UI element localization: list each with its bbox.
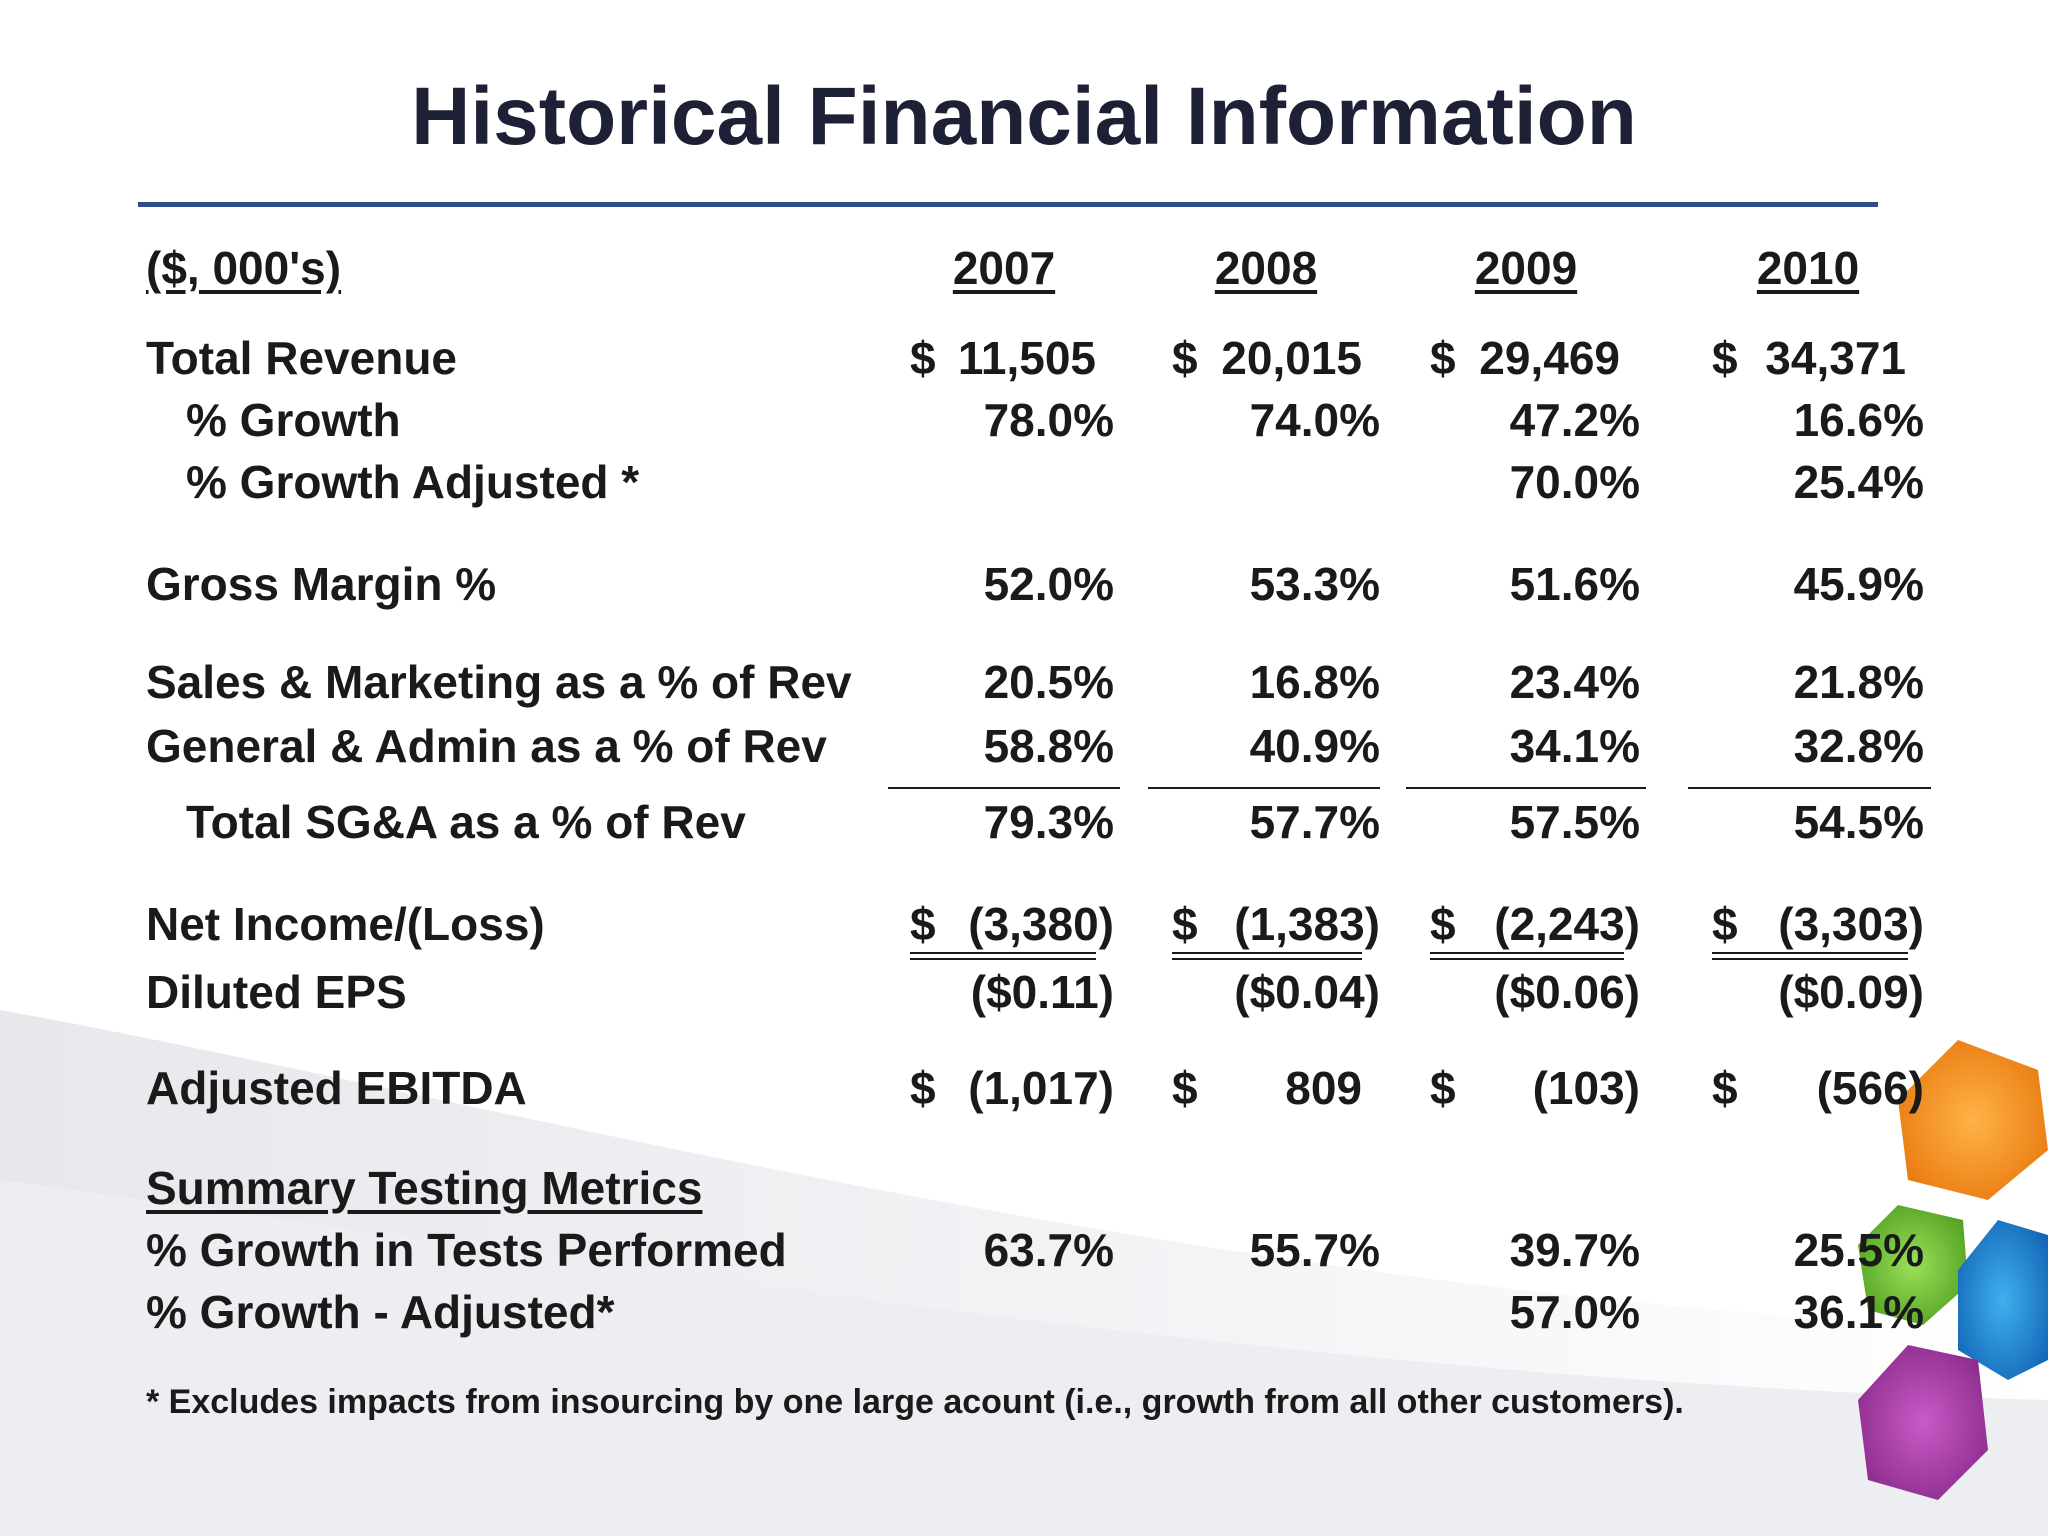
gross-margin-2008: 53.3%	[1249, 558, 1380, 610]
adjusted-ebitda-2008: 809	[1285, 1062, 1362, 1114]
dollar-sign: $	[910, 332, 936, 384]
summary-heading: Summary Testing Metrics	[146, 1162, 703, 1214]
dollar-sign: $	[910, 1062, 936, 1114]
tests-growth-2010: 25.5%	[1793, 1224, 1924, 1276]
total-sga-2010: 54.5%	[1793, 796, 1924, 848]
subtotal-rule-2009	[1406, 787, 1646, 789]
sales-marketing-2010: 21.8%	[1793, 656, 1924, 708]
double-underline-2009	[1430, 952, 1624, 954]
total-revenue-2010: 34,371	[1765, 332, 1906, 384]
year-header-2007: 2007	[952, 242, 1056, 294]
title-divider	[138, 202, 1878, 207]
growth-2007: 78.0%	[983, 394, 1114, 446]
total-sga-2009: 57.5%	[1509, 796, 1640, 848]
year-header-2010: 2010	[1756, 242, 1860, 294]
net-income-2010: (3,303)	[1778, 898, 1924, 950]
gross-margin-2010: 45.9%	[1793, 558, 1924, 610]
total-revenue-2008: 20,015	[1221, 332, 1362, 384]
sales-marketing-2007: 20.5%	[983, 656, 1114, 708]
gross-margin-label: Gross Margin %	[146, 558, 497, 610]
growth-adjusted-2010: 25.4%	[1793, 456, 1924, 508]
general-admin-2009: 34.1%	[1509, 720, 1640, 772]
diluted-eps-2008: ($0.04)	[1234, 966, 1380, 1018]
growth-2008: 74.0%	[1249, 394, 1380, 446]
subtotal-rule-2010	[1688, 787, 1931, 789]
net-income-2007: (3,380)	[968, 898, 1114, 950]
general-admin-label: General & Admin as a % of Rev	[146, 720, 827, 772]
dollar-sign: $	[1172, 898, 1198, 950]
diluted-eps-2009: ($0.06)	[1494, 966, 1640, 1018]
growth-label: % Growth	[186, 394, 401, 446]
tests-growth-adjusted-label: % Growth - Adjusted*	[146, 1286, 615, 1338]
double-underline-2010	[1712, 952, 1908, 954]
tests-growth-2007: 63.7%	[983, 1224, 1114, 1276]
subtotal-rule-2007	[888, 787, 1120, 789]
dollar-sign: $	[1172, 332, 1198, 384]
double-underline-2009	[1430, 958, 1624, 960]
double-underline-2007	[910, 952, 1096, 954]
diluted-eps-2007: ($0.11)	[970, 966, 1114, 1018]
sales-marketing-label: Sales & Marketing as a % of Rev	[146, 656, 852, 708]
decorative-hexagons	[1858, 1040, 2048, 1500]
total-revenue-label: Total Revenue	[146, 332, 457, 384]
dollar-sign: $	[1430, 1062, 1456, 1114]
general-admin-2008: 40.9%	[1249, 720, 1380, 772]
tests-growth-adjusted-2010: 36.1%	[1793, 1286, 1924, 1338]
year-header-2009: 2009	[1474, 242, 1578, 294]
total-sga-label: Total SG&A as a % of Rev	[186, 796, 746, 848]
adjusted-ebitda-2007: (1,017)	[968, 1062, 1114, 1114]
diluted-eps-2010: ($0.09)	[1778, 966, 1924, 1018]
growth-2009: 47.2%	[1509, 394, 1640, 446]
sales-marketing-2008: 16.8%	[1249, 656, 1380, 708]
year-header-2008: 2008	[1214, 242, 1318, 294]
adjusted-ebitda-label: Adjusted EBITDA	[146, 1062, 527, 1114]
total-revenue-2007: 11,505	[957, 332, 1096, 384]
total-sga-2007: 79.3%	[983, 796, 1114, 848]
double-underline-2010	[1712, 958, 1908, 960]
general-admin-2007: 58.8%	[983, 720, 1114, 772]
sales-marketing-2009: 23.4%	[1509, 656, 1640, 708]
dollar-sign: $	[1172, 1062, 1198, 1114]
total-revenue-2009: 29,469	[1479, 332, 1620, 384]
net-income-2009: (2,243)	[1494, 898, 1640, 950]
footnote: * Excludes impacts from insourcing by on…	[146, 1383, 1684, 1421]
dollar-sign: $	[1712, 1062, 1738, 1114]
page-title: Historical Financial Information	[411, 71, 1637, 162]
growth-adjusted-2009: 70.0%	[1509, 456, 1640, 508]
diluted-eps-label: Diluted EPS	[146, 966, 407, 1018]
tests-growth-adjusted-2009: 57.0%	[1509, 1286, 1640, 1338]
units-header: ($, 000's)	[146, 242, 342, 294]
total-sga-2008: 57.7%	[1249, 796, 1380, 848]
general-admin-2010: 32.8%	[1793, 720, 1924, 772]
tests-growth-2009: 39.7%	[1509, 1224, 1640, 1276]
double-underline-2007	[910, 958, 1096, 960]
net-income-label: Net Income/(Loss)	[146, 898, 545, 950]
dollar-sign: $	[1712, 898, 1738, 950]
tests-growth-2008: 55.7%	[1249, 1224, 1380, 1276]
adjusted-ebitda-2010: (566)	[1816, 1062, 1924, 1114]
net-income-2008: (1,383)	[1234, 898, 1380, 950]
tests-growth-label: % Growth in Tests Performed	[146, 1224, 787, 1276]
growth-adjusted-label: % Growth Adjusted *	[186, 456, 640, 508]
growth-2010: 16.6%	[1793, 394, 1924, 446]
dollar-sign: $	[1430, 898, 1456, 950]
dollar-sign: $	[1712, 332, 1738, 384]
dollar-sign: $	[1430, 332, 1456, 384]
subtotal-rule-2008	[1148, 787, 1380, 789]
gross-margin-2007: 52.0%	[983, 558, 1114, 610]
adjusted-ebitda-2009: (103)	[1532, 1062, 1640, 1114]
dollar-sign: $	[910, 898, 936, 950]
double-underline-2008	[1172, 958, 1362, 960]
double-underline-2008	[1172, 952, 1362, 954]
gross-margin-2009: 51.6%	[1509, 558, 1640, 610]
